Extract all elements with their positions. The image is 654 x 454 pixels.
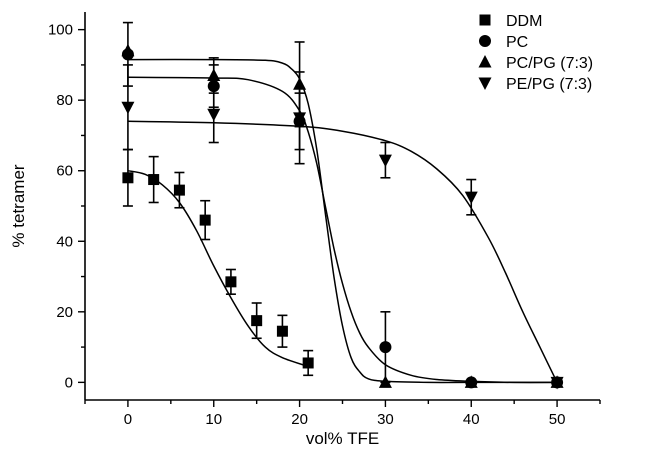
y-axis-title: % tetramer xyxy=(9,164,28,247)
data-point-triangle-up xyxy=(378,375,392,388)
series-triangle-down xyxy=(121,64,564,390)
y-tick-label: 60 xyxy=(56,163,73,180)
data-point-square xyxy=(148,174,160,186)
data-point-square xyxy=(122,172,134,184)
data-point-square xyxy=(199,214,211,226)
x-tick-label: 20 xyxy=(291,411,308,428)
data-point-triangle-down xyxy=(121,101,135,115)
x-tick-label: 50 xyxy=(549,411,566,428)
x-tick-label: 10 xyxy=(205,411,222,428)
x-tick-label: 30 xyxy=(377,411,394,428)
legend-label: PE/PG (7:3) xyxy=(506,76,592,93)
legend: DDM PC PC/PG (7:3) PE/PG (7:3) xyxy=(478,13,593,93)
data-point-triangle-down xyxy=(293,112,307,125)
legend-label: PC xyxy=(506,34,528,51)
data-point-triangle-down xyxy=(550,376,564,390)
x-axis-title: vol% TFE xyxy=(306,429,379,448)
data-point-square xyxy=(173,184,185,196)
y-tick-label: 100 xyxy=(48,22,73,39)
y-tick-label: 80 xyxy=(56,92,73,109)
data-point-triangle-down xyxy=(464,191,478,205)
data-points xyxy=(121,21,564,390)
legend-marker-circle xyxy=(479,35,491,47)
fit-curve-square xyxy=(127,169,309,368)
data-point-triangle-down xyxy=(207,108,221,122)
x-axis-ticks: 0 10 20 30 40 50 xyxy=(84,400,601,428)
data-point-triangle-up xyxy=(207,68,221,81)
data-point-square xyxy=(251,315,263,327)
legend-marker-square xyxy=(479,14,491,26)
x-tick-label: 0 xyxy=(124,411,132,428)
data-point-square xyxy=(302,357,314,369)
legend-label: PC/PG (7:3) xyxy=(506,55,593,72)
data-point-triangle-down xyxy=(378,154,392,168)
data-point-square xyxy=(276,325,288,337)
y-tick-label: 0 xyxy=(65,374,73,391)
fit-curves xyxy=(127,58,558,384)
data-point-square xyxy=(225,276,237,288)
y-tick-label: 20 xyxy=(56,304,73,321)
fit-curve-triangle-down xyxy=(127,120,558,383)
data-point-triangle-up xyxy=(121,43,135,57)
data-point-triangle-up xyxy=(464,375,478,388)
data-point-circle xyxy=(379,341,392,354)
legend-marker-triangle-up xyxy=(478,55,492,68)
series-square xyxy=(122,148,314,377)
x-tick-label: 40 xyxy=(463,411,480,428)
y-tick-label: 40 xyxy=(56,233,73,250)
legend-label: DDM xyxy=(506,13,542,30)
legend-marker-triangle-down xyxy=(478,77,492,90)
fit-curve-circle xyxy=(127,76,558,384)
y-axis-ticks: 0 20 40 60 80 100 xyxy=(48,22,85,391)
fit-curve-triangle-up xyxy=(127,58,558,384)
